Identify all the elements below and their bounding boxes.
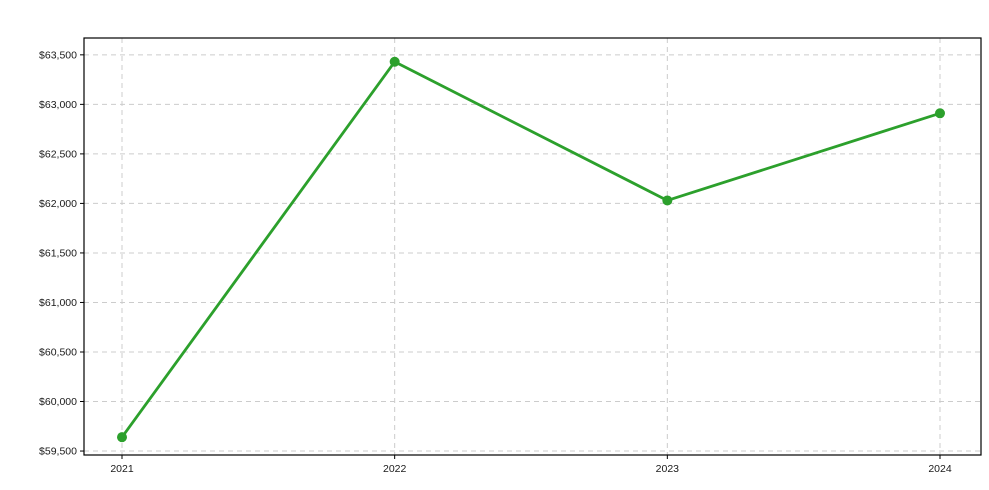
x-tick-label: 2022 <box>383 463 407 475</box>
y-tick-label: $62,500 <box>39 148 77 160</box>
y-tick-label: $63,500 <box>39 49 77 61</box>
x-tick-label: 2023 <box>656 463 680 475</box>
y-tick-label: $62,000 <box>39 198 77 210</box>
y-tick-label: $60,000 <box>39 396 77 408</box>
x-tick-label: 2024 <box>928 463 952 475</box>
data-point <box>935 108 945 119</box>
plot-border <box>83 37 982 456</box>
data-point <box>389 56 400 67</box>
data-point <box>117 432 127 443</box>
y-tick-label: $63,000 <box>39 99 77 111</box>
y-tick-label: $61,500 <box>39 247 77 259</box>
trend-line <box>120 60 942 439</box>
y-tick-label: $60,500 <box>39 346 77 358</box>
y-tick-label: $61,000 <box>39 297 77 309</box>
x-tick-label: 2021 <box>110 463 134 475</box>
data-point <box>662 195 673 206</box>
plot-background <box>84 38 981 455</box>
y-tick-label: $59,500 <box>39 446 77 458</box>
